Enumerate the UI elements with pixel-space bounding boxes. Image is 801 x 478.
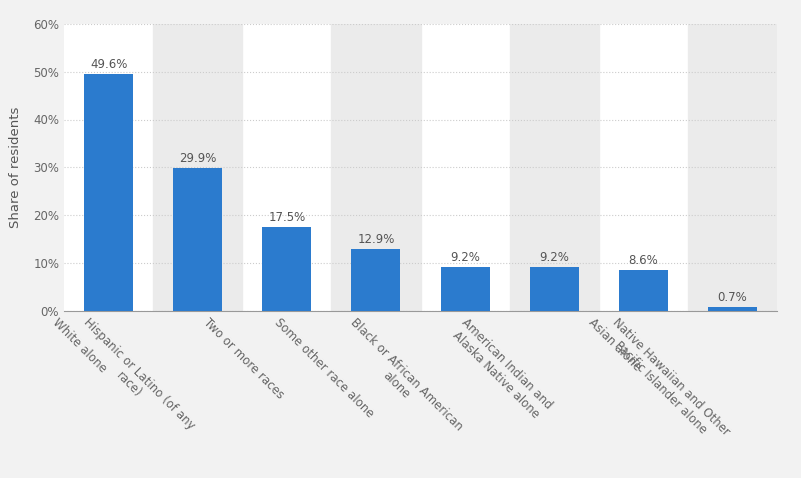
Bar — [332, 24, 421, 311]
Text: 8.6%: 8.6% — [629, 254, 658, 267]
Text: 17.5%: 17.5% — [268, 211, 305, 224]
Bar — [708, 307, 757, 311]
Bar — [352, 249, 400, 311]
Bar — [153, 24, 242, 311]
Text: 0.7%: 0.7% — [718, 292, 747, 304]
Y-axis label: Share of residents: Share of residents — [9, 107, 22, 228]
Bar — [529, 267, 578, 311]
Text: 9.2%: 9.2% — [450, 251, 480, 264]
Text: 49.6%: 49.6% — [90, 58, 127, 71]
Text: 29.9%: 29.9% — [179, 152, 216, 165]
Text: 12.9%: 12.9% — [357, 233, 395, 246]
Text: 9.2%: 9.2% — [539, 251, 570, 264]
Bar — [173, 168, 222, 311]
Bar — [84, 74, 133, 311]
Bar — [263, 227, 312, 311]
Bar — [509, 24, 599, 311]
Bar — [619, 270, 668, 311]
Bar — [688, 24, 777, 311]
Bar — [441, 267, 489, 311]
